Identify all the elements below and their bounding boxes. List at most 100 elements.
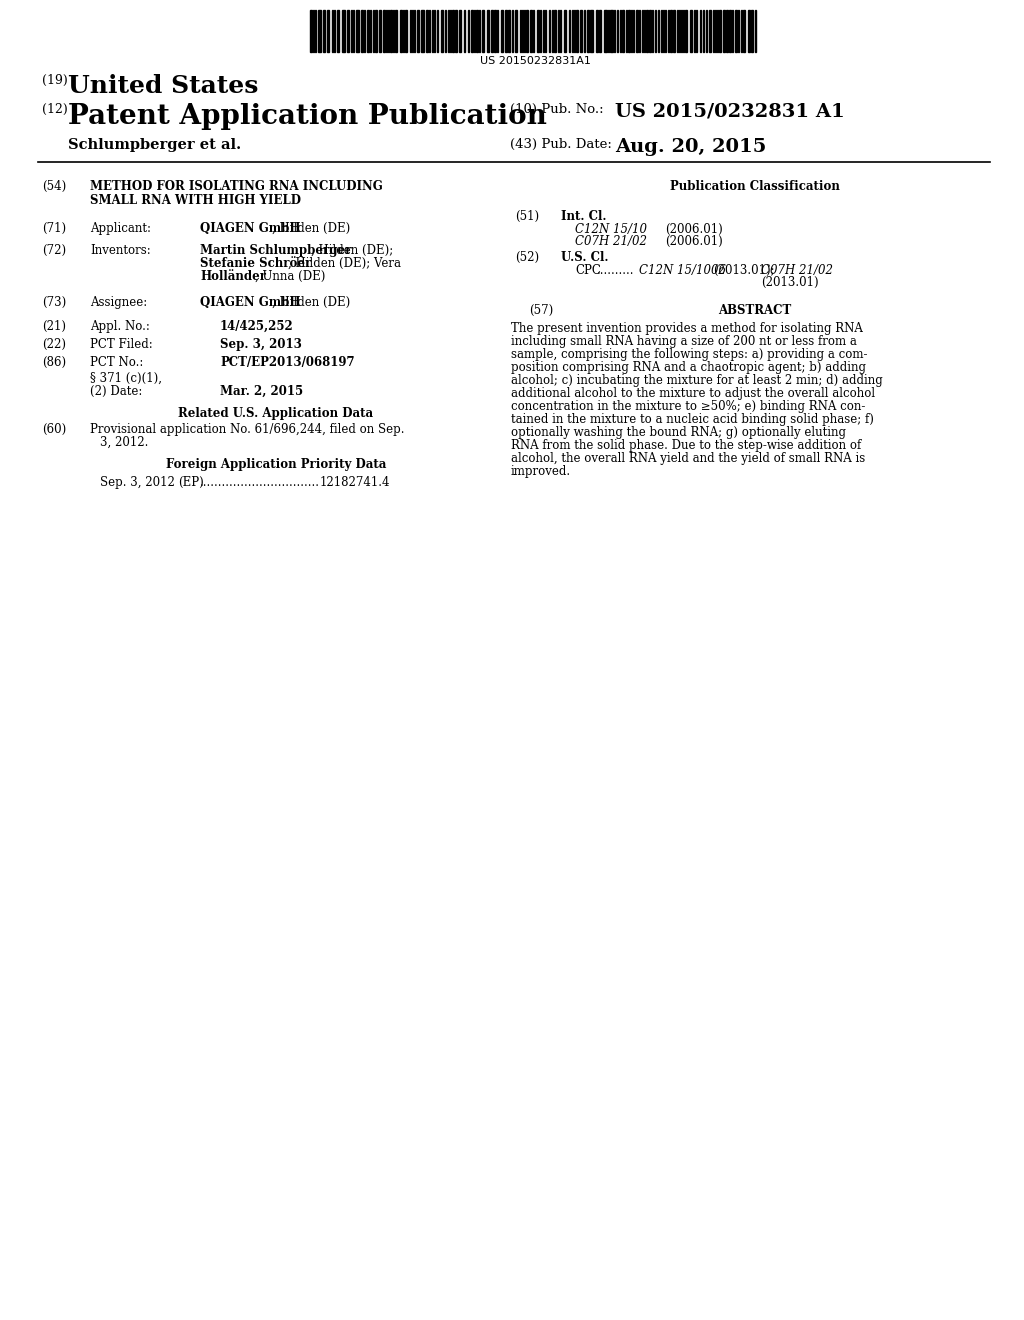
Bar bbox=[327, 11, 329, 51]
Bar bbox=[476, 11, 478, 51]
Bar bbox=[735, 11, 737, 51]
Text: C12N 15/10: C12N 15/10 bbox=[575, 223, 647, 236]
Text: Sep. 3, 2012: Sep. 3, 2012 bbox=[100, 477, 175, 488]
Text: (52): (52) bbox=[515, 251, 539, 264]
Bar bbox=[459, 11, 461, 51]
Bar bbox=[685, 11, 687, 51]
Text: QIAGEN GmbH: QIAGEN GmbH bbox=[200, 222, 300, 235]
Text: improved.: improved. bbox=[511, 465, 571, 478]
Text: Appl. No.:: Appl. No.: bbox=[90, 319, 150, 333]
Text: Stefanie Schröer: Stefanie Schröer bbox=[200, 257, 311, 271]
Text: (2013.01);: (2013.01); bbox=[713, 264, 774, 277]
Text: Mar. 2, 2015: Mar. 2, 2015 bbox=[220, 385, 303, 399]
Bar bbox=[494, 11, 496, 51]
Text: 12182741.4: 12182741.4 bbox=[319, 477, 390, 488]
Bar bbox=[441, 11, 443, 51]
Bar bbox=[709, 11, 711, 51]
Text: Martin Schlumpberger: Martin Schlumpberger bbox=[200, 244, 351, 257]
Text: PCT No.:: PCT No.: bbox=[90, 356, 143, 370]
Bar bbox=[318, 11, 321, 51]
Text: (EP): (EP) bbox=[178, 477, 204, 488]
Bar bbox=[406, 11, 407, 51]
Text: QIAGEN GmbH: QIAGEN GmbH bbox=[200, 296, 300, 309]
Bar bbox=[323, 11, 325, 51]
Bar bbox=[426, 11, 428, 51]
Text: (51): (51) bbox=[515, 210, 539, 223]
Bar bbox=[515, 11, 517, 51]
Text: (2) Date:: (2) Date: bbox=[90, 385, 142, 399]
Bar bbox=[508, 11, 510, 51]
Text: (19): (19) bbox=[42, 74, 68, 87]
Bar bbox=[575, 11, 578, 51]
Text: position comprising RNA and a chaotropic agent; b) adding: position comprising RNA and a chaotropic… bbox=[511, 360, 866, 374]
Bar bbox=[590, 11, 593, 51]
Text: Holländer: Holländer bbox=[200, 271, 266, 282]
Text: Related U.S. Application Data: Related U.S. Application Data bbox=[178, 407, 374, 420]
Text: , Hilden (DE); Vera: , Hilden (DE); Vera bbox=[288, 257, 401, 271]
Text: Schlumpberger et al.: Schlumpberger et al. bbox=[68, 139, 241, 152]
Bar bbox=[347, 11, 349, 51]
Text: U.S. Cl.: U.S. Cl. bbox=[561, 251, 608, 264]
Text: C07H 21/02: C07H 21/02 bbox=[761, 264, 833, 277]
Text: Int. Cl.: Int. Cl. bbox=[561, 210, 606, 223]
Text: additional alcohol to the mixture to adjust the overall alcohol: additional alcohol to the mixture to adj… bbox=[511, 387, 876, 400]
Text: Applicant:: Applicant: bbox=[90, 222, 151, 235]
Text: Sep. 3, 2013: Sep. 3, 2013 bbox=[220, 338, 302, 351]
Text: United States: United States bbox=[68, 74, 258, 98]
Bar bbox=[649, 11, 651, 51]
Bar bbox=[670, 11, 672, 51]
Text: Provisional application No. 61/696,244, filed on Sep.: Provisional application No. 61/696,244, … bbox=[90, 422, 404, 436]
Bar bbox=[537, 11, 539, 51]
Bar bbox=[400, 11, 402, 51]
Text: RNA from the solid phase. Due to the step-wise addition of: RNA from the solid phase. Due to the ste… bbox=[511, 440, 861, 451]
Text: (21): (21) bbox=[42, 319, 66, 333]
Bar bbox=[367, 11, 369, 51]
Bar bbox=[417, 11, 419, 51]
Bar bbox=[482, 11, 484, 51]
Text: § 371 (c)(1),: § 371 (c)(1), bbox=[90, 372, 162, 385]
Text: PCT Filed:: PCT Filed: bbox=[90, 338, 153, 351]
Bar bbox=[564, 11, 566, 51]
Text: Inventors:: Inventors: bbox=[90, 244, 151, 257]
Bar bbox=[505, 11, 507, 51]
Text: (73): (73) bbox=[42, 296, 67, 309]
Bar bbox=[646, 11, 648, 51]
Text: , Hilden (DE): , Hilden (DE) bbox=[272, 296, 350, 309]
Bar bbox=[580, 11, 582, 51]
Text: SMALL RNA WITH HIGH YIELD: SMALL RNA WITH HIGH YIELD bbox=[90, 194, 301, 207]
Text: 14/425,252: 14/425,252 bbox=[220, 319, 294, 333]
Text: , Unna (DE): , Unna (DE) bbox=[255, 271, 326, 282]
Text: PCT/EP2013/068197: PCT/EP2013/068197 bbox=[220, 356, 354, 370]
Bar bbox=[310, 11, 312, 51]
Text: Foreign Application Priority Data: Foreign Application Priority Data bbox=[166, 458, 386, 471]
Text: including small RNA having a size of 200 nt or less from a: including small RNA having a size of 200… bbox=[511, 335, 857, 348]
Text: (2006.01): (2006.01) bbox=[665, 235, 723, 248]
Bar bbox=[395, 11, 397, 51]
Bar bbox=[471, 11, 473, 51]
Bar bbox=[587, 11, 589, 51]
Bar bbox=[452, 11, 454, 51]
Text: Assignee:: Assignee: bbox=[90, 296, 147, 309]
Bar bbox=[723, 11, 725, 51]
Bar bbox=[729, 11, 731, 51]
Text: concentration in the mixture to ≥50%; e) binding RNA con-: concentration in the mixture to ≥50%; e)… bbox=[511, 400, 865, 413]
Text: (2013.01): (2013.01) bbox=[761, 276, 818, 289]
Bar bbox=[690, 11, 692, 51]
Bar bbox=[743, 11, 745, 51]
Bar bbox=[748, 11, 750, 51]
Bar bbox=[526, 11, 528, 51]
Bar bbox=[375, 11, 377, 51]
Text: (12): (12) bbox=[42, 103, 68, 116]
Text: 3, 2012.: 3, 2012. bbox=[100, 436, 148, 449]
Bar bbox=[501, 11, 503, 51]
Text: METHOD FOR ISOLATING RNA INCLUDING: METHOD FOR ISOLATING RNA INCLUDING bbox=[90, 180, 383, 193]
Text: The present invention provides a method for isolating RNA: The present invention provides a method … bbox=[511, 322, 863, 335]
Text: (54): (54) bbox=[42, 180, 67, 193]
Bar bbox=[421, 11, 424, 51]
Text: sample, comprising the following steps: a) providing a com-: sample, comprising the following steps: … bbox=[511, 348, 867, 360]
Bar bbox=[622, 11, 624, 51]
Bar bbox=[361, 11, 362, 51]
Text: , Hilden (DE);: , Hilden (DE); bbox=[311, 244, 393, 257]
Text: US 2015/0232831 A1: US 2015/0232831 A1 bbox=[615, 103, 845, 121]
Bar bbox=[379, 11, 381, 51]
